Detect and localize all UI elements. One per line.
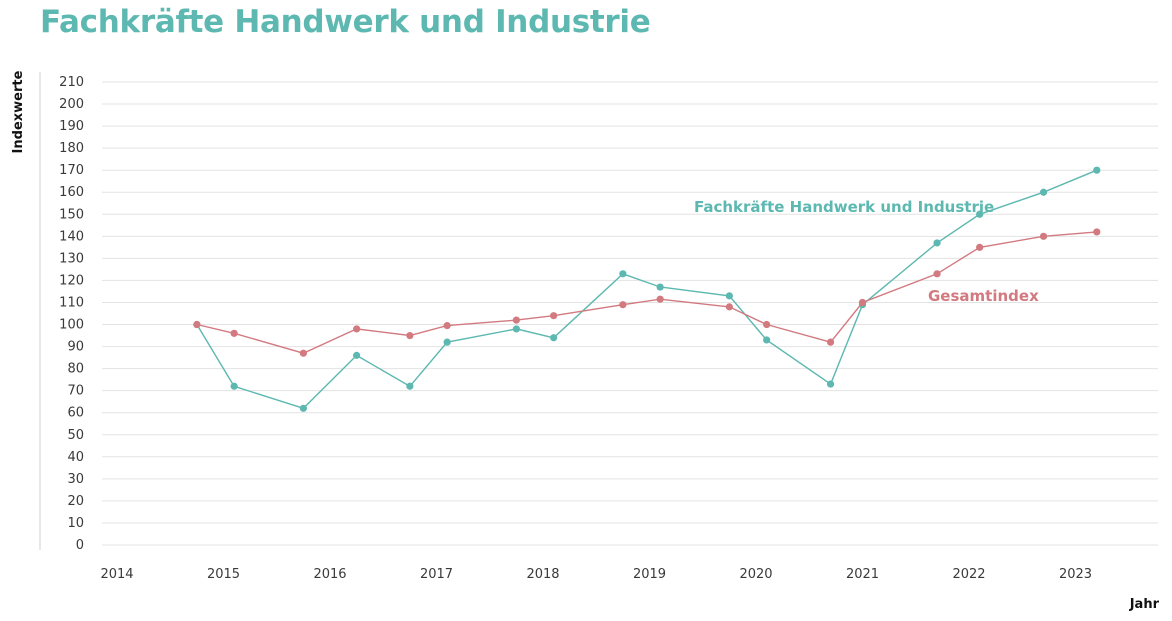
series-group — [193, 166, 1101, 412]
y-tick-label: 120 — [59, 273, 84, 288]
y-axis-title: Indexwerte — [11, 70, 26, 153]
data-point — [933, 270, 941, 278]
y-tick-label: 180 — [59, 141, 84, 156]
y-tick-label: 20 — [67, 494, 84, 509]
y-tick-label: 30 — [67, 472, 84, 487]
data-point — [230, 329, 238, 337]
x-tick-label: 2014 — [100, 567, 133, 582]
y-tick-label: 190 — [59, 119, 84, 134]
data-point — [826, 338, 835, 346]
data-point — [550, 334, 558, 342]
series-line — [196, 169, 1098, 410]
data-point — [1093, 166, 1101, 174]
x-tick-label: 2020 — [739, 567, 772, 582]
x-tick-label: 2017 — [420, 567, 453, 582]
data-point — [1039, 188, 1048, 196]
y-tick-label: 50 — [67, 428, 84, 443]
data-point — [512, 325, 520, 333]
y-tick-label: 210 — [59, 75, 84, 90]
series-label-fachkraefte: Fachkräfte Handwerk und Industrie — [694, 198, 994, 216]
data-point — [826, 380, 835, 388]
y-tick-labels: 0 10 20 30 40 50 60 70 80 90 100 110 120 130 140 150 160… — [59, 75, 84, 553]
series-label-gesamtindex: Gesamtindex — [928, 287, 1039, 305]
data-point — [976, 243, 984, 251]
data-point — [619, 301, 627, 309]
chart-title: Fachkräfte Handwerk und Industrie — [40, 4, 651, 40]
series-fachkraefte — [193, 166, 1101, 412]
x-tick-labels: 2014 2015 2016 2017 2018 2019 2020 2021 2022 2023 — [100, 567, 1092, 582]
data-point — [619, 270, 627, 278]
y-tick-label: 200 — [59, 97, 84, 112]
data-point — [512, 316, 520, 324]
data-point — [656, 283, 664, 291]
data-point — [299, 349, 307, 357]
y-tick-label: 160 — [59, 185, 84, 200]
x-tick-label: 2015 — [207, 567, 240, 582]
y-tick-label: 140 — [59, 229, 84, 244]
y-tick-label: 110 — [59, 295, 84, 310]
data-point — [406, 382, 414, 390]
data-point — [725, 292, 733, 300]
x-tick-label: 2021 — [846, 567, 879, 582]
data-point — [230, 382, 238, 390]
data-point — [1039, 232, 1048, 240]
data-point — [353, 325, 361, 333]
y-tick-label: 80 — [67, 362, 84, 377]
data-point — [193, 320, 201, 329]
x-axis-title: Jahr — [1129, 597, 1160, 612]
data-point — [933, 239, 941, 247]
data-point — [656, 295, 664, 303]
grid-lines — [102, 81, 1158, 546]
x-tick-label: 2018 — [526, 567, 559, 582]
data-point — [725, 303, 733, 311]
y-tick-label: 90 — [67, 340, 84, 355]
x-tick-label: 2023 — [1059, 567, 1092, 582]
data-point — [1093, 228, 1101, 236]
y-tick-label: 70 — [67, 384, 84, 399]
y-tick-label: 150 — [59, 207, 84, 222]
data-point — [406, 331, 414, 340]
y-tick-label: 0 — [76, 538, 84, 553]
y-tick-label: 100 — [59, 318, 84, 333]
y-tick-label: 170 — [59, 163, 84, 178]
y-tick-label: 40 — [67, 450, 84, 465]
series-gesamtindex — [193, 228, 1101, 357]
data-point — [550, 312, 558, 320]
y-tick-label: 130 — [59, 251, 84, 266]
x-tick-label: 2022 — [952, 567, 985, 582]
data-point — [353, 351, 361, 359]
data-point — [299, 404, 307, 412]
data-point — [763, 320, 771, 329]
x-tick-label: 2016 — [313, 567, 346, 582]
data-point — [976, 210, 984, 218]
data-point — [858, 298, 867, 307]
data-point — [443, 338, 451, 346]
y-tick-label: 10 — [67, 516, 84, 531]
x-tick-label: 2019 — [633, 567, 666, 582]
y-tick-label: 60 — [67, 406, 84, 421]
data-point — [763, 336, 771, 344]
series-line — [196, 231, 1097, 354]
data-point — [443, 322, 451, 330]
